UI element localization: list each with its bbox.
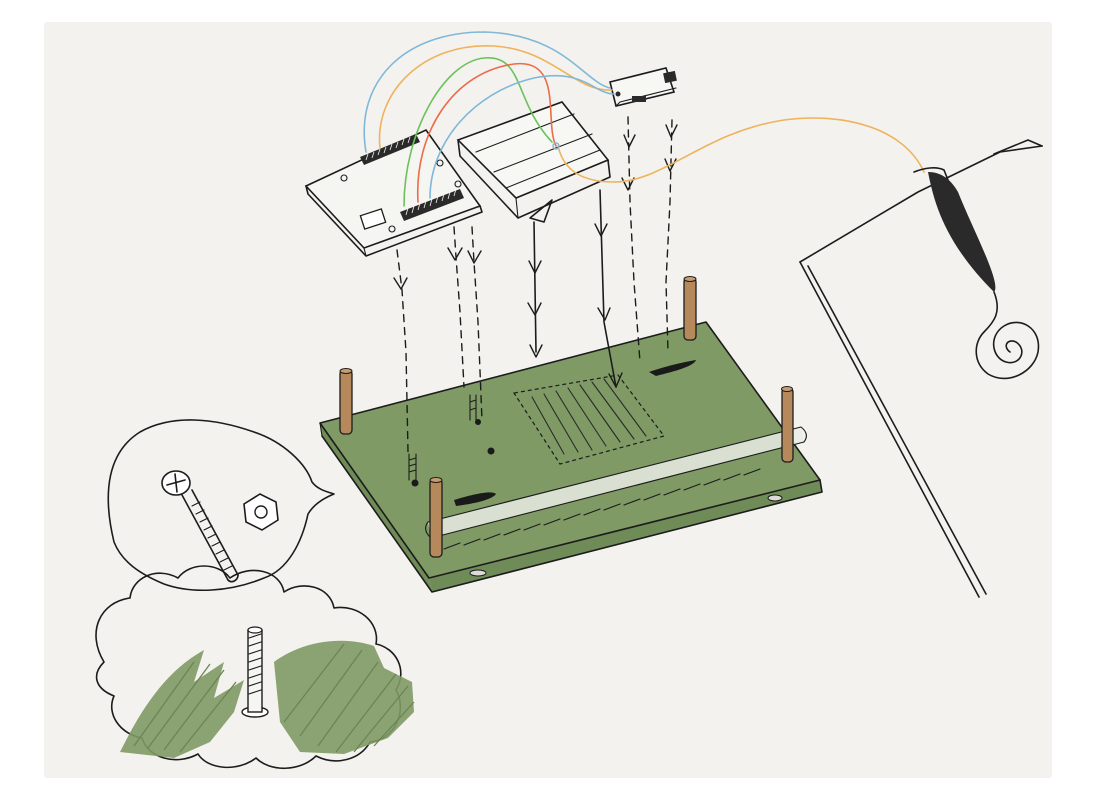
foot (469, 569, 487, 577)
base-board (319, 321, 823, 593)
breadboard-footprint (513, 374, 666, 465)
board-pads (411, 360, 696, 506)
board-screws (408, 394, 477, 481)
standoff-right-front (781, 386, 794, 463)
bubble-green-hatch (120, 640, 415, 758)
standoff-right-back (683, 276, 697, 341)
standoff-screw-icon (241, 626, 269, 718)
breadboard (456, 101, 611, 223)
assembly-guides (393, 116, 678, 453)
nut-icon (243, 493, 279, 531)
standoff-left-front (429, 477, 443, 558)
wires (363, 31, 925, 207)
header-pins-top (360, 134, 420, 165)
thought-bubble (95, 419, 415, 769)
sketch-drawing (44, 22, 1052, 778)
foot (767, 494, 783, 502)
standoffs (339, 276, 794, 558)
header-pins-bottom (400, 188, 464, 221)
clip-stand (799, 139, 1043, 598)
sensor-module (609, 67, 677, 107)
standoff-left-back (339, 368, 353, 435)
acrylic-plate (425, 426, 807, 550)
screw-icon (161, 470, 239, 583)
sketch-canvas (44, 22, 1052, 778)
